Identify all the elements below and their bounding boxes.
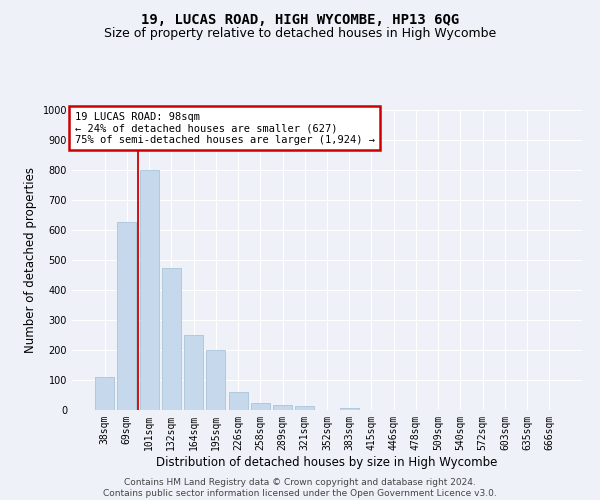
- Text: Contains HM Land Registry data © Crown copyright and database right 2024.
Contai: Contains HM Land Registry data © Crown c…: [103, 478, 497, 498]
- Bar: [95, 377, 114, 410]
- Bar: [229, 392, 248, 410]
- Bar: [140, 170, 158, 410]
- Y-axis label: Number of detached properties: Number of detached properties: [24, 167, 37, 353]
- Text: 19, LUCAS ROAD, HIGH WYCOMBE, HP13 6QG: 19, LUCAS ROAD, HIGH WYCOMBE, HP13 6QG: [141, 12, 459, 26]
- Text: Size of property relative to detached houses in High Wycombe: Size of property relative to detached ho…: [104, 28, 496, 40]
- Text: 19 LUCAS ROAD: 98sqm
← 24% of detached houses are smaller (627)
75% of semi-deta: 19 LUCAS ROAD: 98sqm ← 24% of detached h…: [74, 112, 374, 144]
- X-axis label: Distribution of detached houses by size in High Wycombe: Distribution of detached houses by size …: [157, 456, 497, 468]
- Bar: [251, 402, 270, 410]
- Bar: [162, 268, 181, 410]
- Bar: [184, 335, 203, 410]
- Bar: [295, 406, 314, 410]
- Bar: [340, 408, 359, 410]
- Bar: [118, 222, 136, 410]
- Bar: [206, 350, 225, 410]
- Bar: [273, 404, 292, 410]
